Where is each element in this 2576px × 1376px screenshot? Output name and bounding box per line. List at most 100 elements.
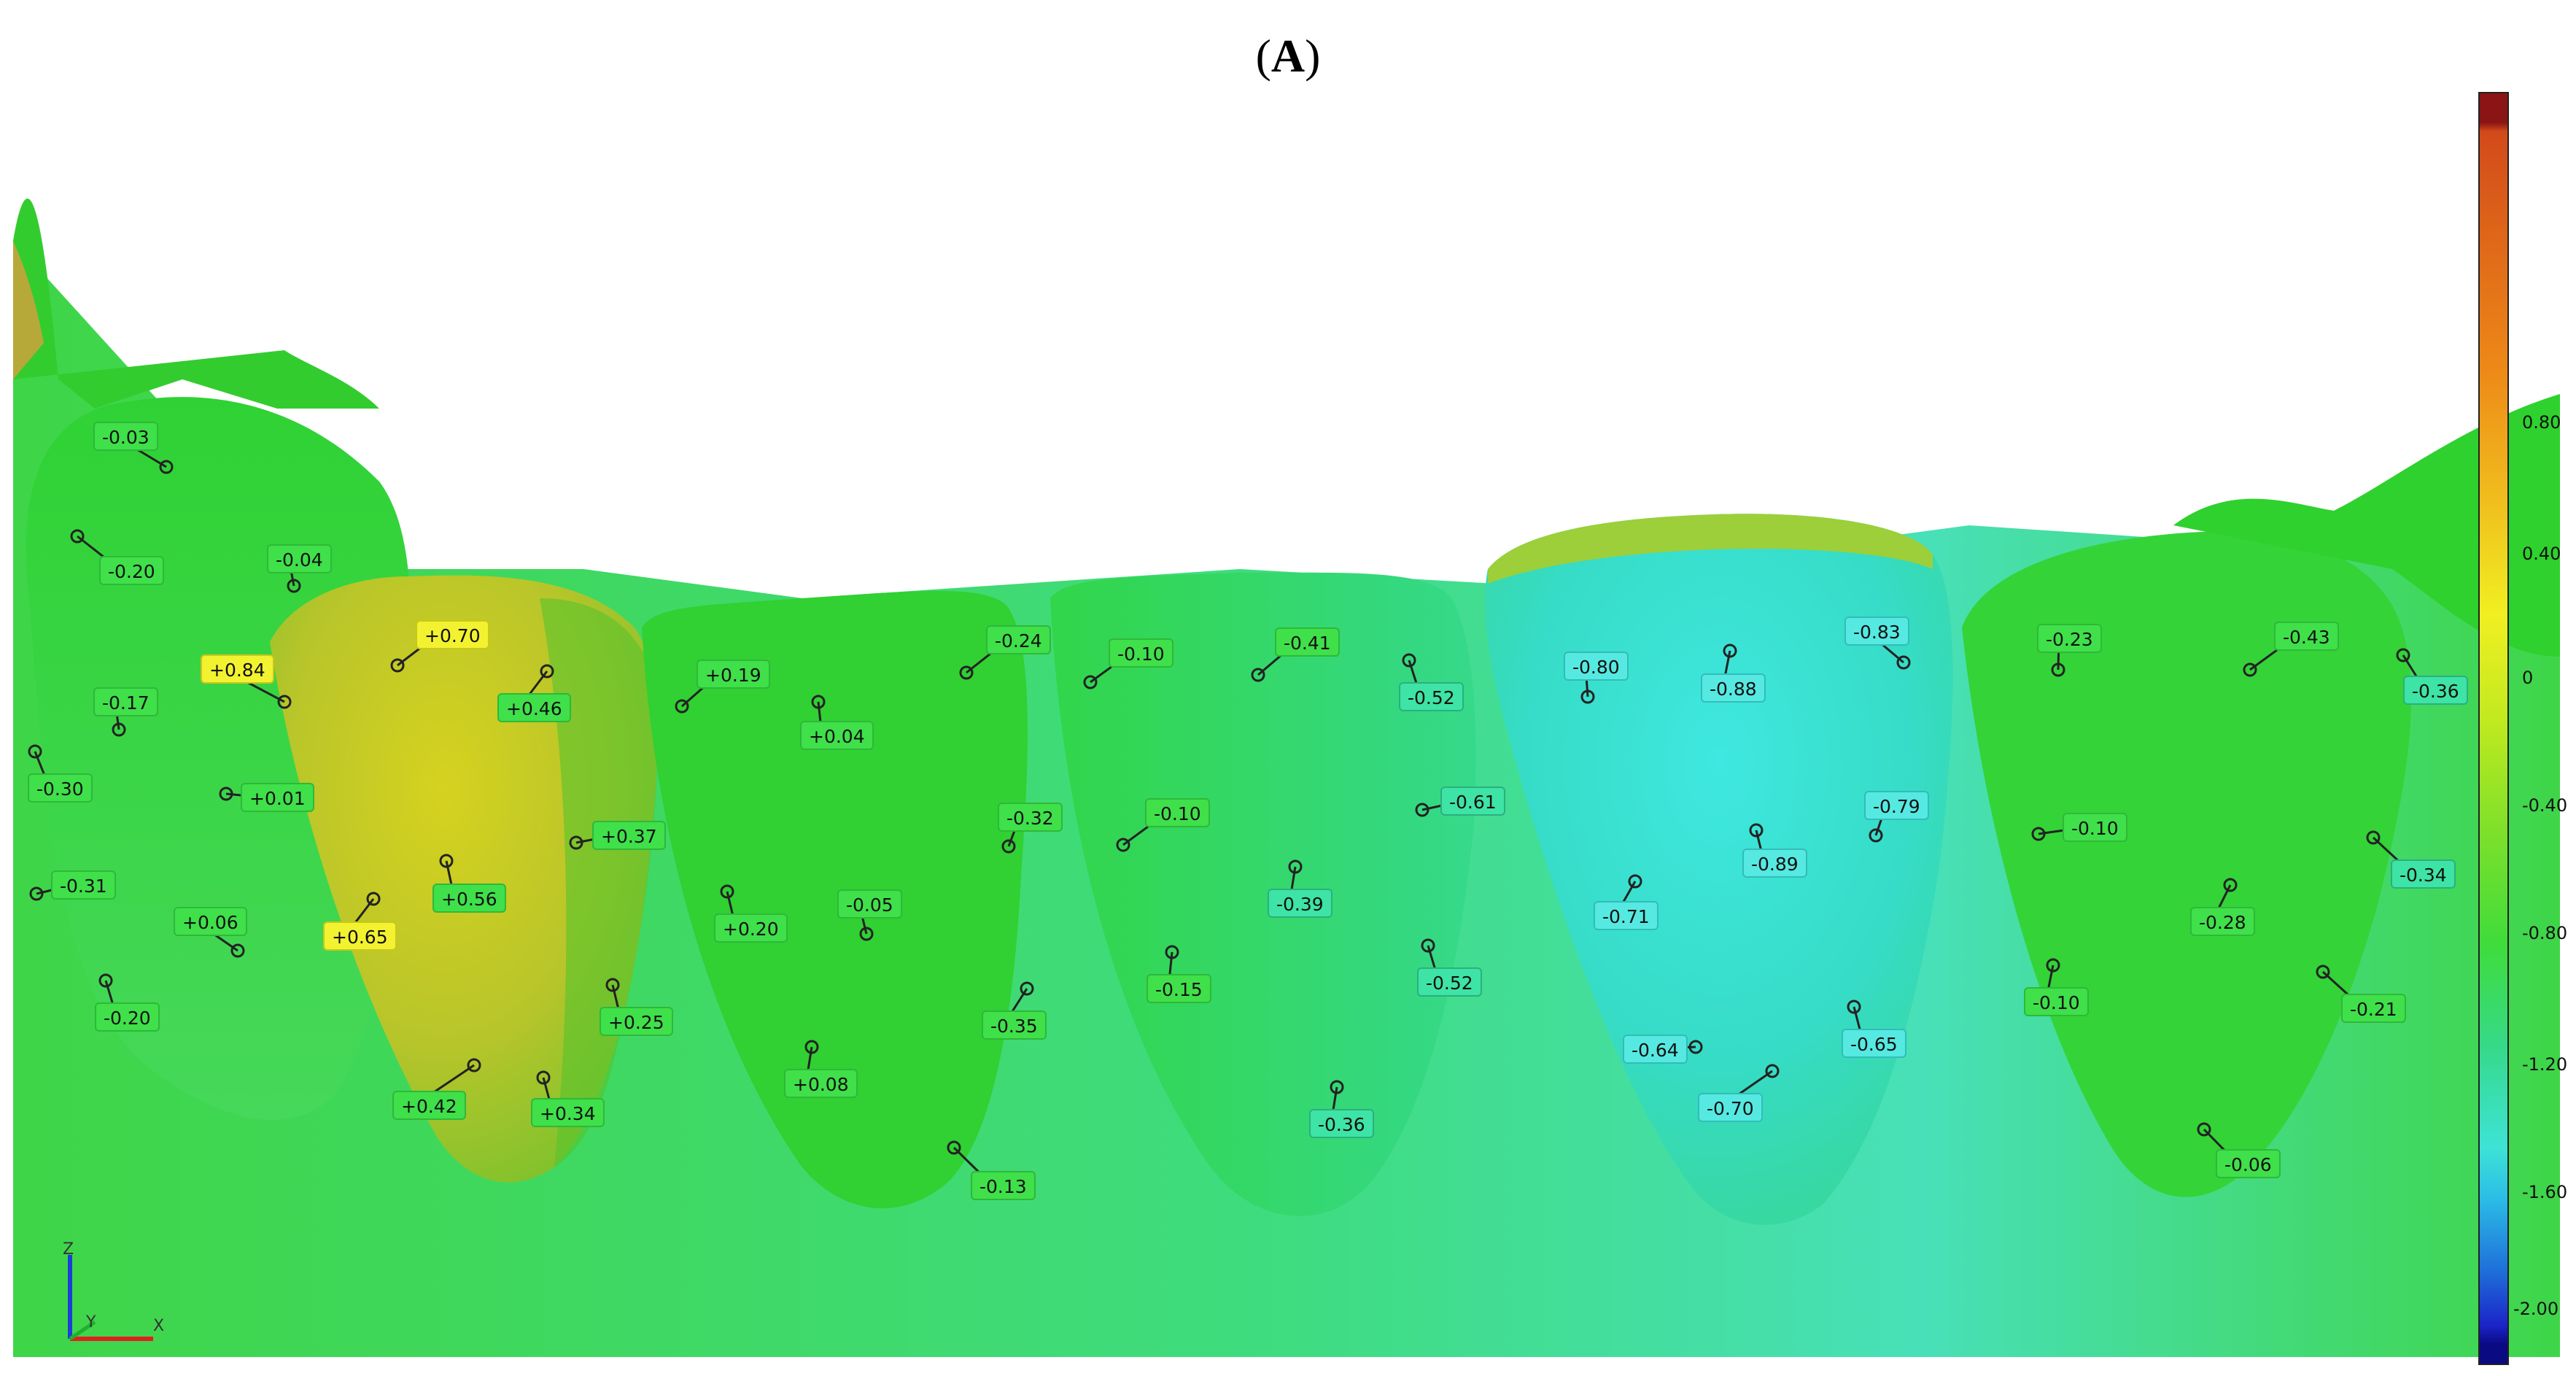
probe-point xyxy=(159,460,174,474)
measurement-label: -0.10 xyxy=(2063,813,2127,842)
scale-tick: -1.20 xyxy=(2522,1054,2568,1075)
measurement-label: -0.39 xyxy=(1268,889,1332,918)
measurement-label: +0.25 xyxy=(600,1007,673,1036)
measurement-label: -0.21 xyxy=(2341,994,2406,1023)
measurement-label: -0.52 xyxy=(1417,967,1482,997)
measurement-label: -0.41 xyxy=(1275,627,1340,657)
probe-point xyxy=(1688,1040,1703,1054)
measurement-label: -0.20 xyxy=(95,1002,160,1032)
probe-point xyxy=(2366,830,2381,845)
measurement-label: +0.84 xyxy=(201,654,274,684)
left-edge-tissue xyxy=(13,241,44,379)
tooth-6 xyxy=(1962,531,2412,1197)
probe-point xyxy=(366,892,381,906)
probe-point xyxy=(2316,965,2330,979)
measurement-label: -0.83 xyxy=(1844,617,1909,646)
probe-point xyxy=(675,699,689,714)
axis-y-label: Y xyxy=(86,1313,96,1331)
measurement-label: -0.80 xyxy=(1564,652,1629,681)
measurement-label: -0.36 xyxy=(2403,676,2468,705)
measurement-label: -0.20 xyxy=(99,556,164,585)
measurement-label: -0.17 xyxy=(93,687,158,716)
measurement-label: -0.34 xyxy=(2391,859,2456,889)
measurement-label: -0.65 xyxy=(1842,1029,1906,1058)
tooth-4 xyxy=(1050,572,1476,1216)
scale-tick: 0.80 xyxy=(2522,412,2561,433)
measurement-label: +0.56 xyxy=(432,884,506,913)
probe-point xyxy=(467,1058,481,1072)
measurement-label: -0.04 xyxy=(267,544,332,573)
probe-point xyxy=(98,973,113,988)
measurement-label: -0.10 xyxy=(2024,987,2089,1016)
probe-point xyxy=(1251,668,1265,682)
probe-point xyxy=(720,884,734,899)
measurement-label: -0.32 xyxy=(998,803,1063,832)
probe-point xyxy=(1896,655,1911,670)
measurement-label: -0.05 xyxy=(837,889,902,919)
probe-point xyxy=(1765,1064,1780,1078)
panel-letter: A xyxy=(1270,30,1306,82)
probe-point xyxy=(1020,981,1034,996)
panel-label: (A) xyxy=(1255,30,1321,82)
measurement-label: -0.10 xyxy=(1109,638,1173,668)
color-scale-bar xyxy=(2478,92,2509,1365)
measurement-label: -0.13 xyxy=(971,1171,1036,1200)
probe-point xyxy=(1402,653,1416,668)
left-tissue xyxy=(13,198,379,409)
measurement-label: -0.23 xyxy=(2037,624,2102,653)
probe-point xyxy=(1288,859,1303,874)
probe-point xyxy=(230,943,245,958)
probe-point xyxy=(1001,839,1016,854)
axis-z-label: Z xyxy=(63,1240,74,1259)
measurement-label: +0.04 xyxy=(800,721,874,750)
scale-tick: -0.40 xyxy=(2522,795,2568,816)
probe-point xyxy=(1723,643,1737,658)
measurement-label: +0.37 xyxy=(592,821,666,850)
probe-point xyxy=(540,664,554,679)
measurement-label: -0.03 xyxy=(93,422,158,451)
probe-point xyxy=(390,658,405,673)
measurement-label: -0.06 xyxy=(2216,1149,2281,1178)
probe-point xyxy=(605,978,620,992)
measurement-label: -0.52 xyxy=(1399,682,1464,711)
probe-point xyxy=(219,786,233,801)
probe-point xyxy=(1421,938,1435,953)
right-tissue xyxy=(2173,394,2560,657)
probe-point xyxy=(277,695,292,709)
probe-point xyxy=(1415,803,1429,817)
probe-point xyxy=(70,529,85,544)
scale-tick: -1.60 xyxy=(2522,1182,2568,1202)
scale-tick: 0.40 xyxy=(2522,544,2561,564)
measurement-label: -0.24 xyxy=(986,625,1051,654)
measurement-label: +0.08 xyxy=(784,1069,858,1098)
measurement-label: -0.28 xyxy=(2190,907,2255,936)
measurement-label: +0.06 xyxy=(174,907,247,936)
probe-point xyxy=(2223,878,2238,892)
measurement-label: +0.34 xyxy=(531,1098,605,1127)
measurement-label: -0.43 xyxy=(2274,622,2339,651)
measurement-label: -0.15 xyxy=(1147,974,1211,1003)
measurement-label: -0.61 xyxy=(1440,786,1505,816)
axes-triad xyxy=(68,1255,153,1341)
measurement-label: +0.20 xyxy=(714,913,788,943)
probe-point xyxy=(947,1140,961,1155)
probe-point xyxy=(1330,1080,1344,1094)
measurement-label: -0.64 xyxy=(1623,1035,1688,1064)
probe-point xyxy=(1116,838,1130,852)
probe-point xyxy=(1580,689,1595,704)
scale-tick: -0.80 xyxy=(2522,923,2568,943)
probe-point xyxy=(29,886,44,901)
probe-point xyxy=(811,695,826,709)
measurement-label: +0.46 xyxy=(497,693,571,722)
measurement-label: -0.36 xyxy=(1309,1109,1374,1138)
measurement-label: +0.19 xyxy=(697,660,770,689)
probe-point xyxy=(2046,958,2060,973)
probe-point xyxy=(859,927,874,941)
probe-point xyxy=(2197,1122,2211,1137)
probe-point xyxy=(1165,945,1179,959)
probe-point xyxy=(439,854,454,868)
probe-point xyxy=(287,579,301,593)
scale-tick: 0 xyxy=(2522,668,2534,688)
tooth-5-negative-deviation xyxy=(1485,514,1953,1225)
